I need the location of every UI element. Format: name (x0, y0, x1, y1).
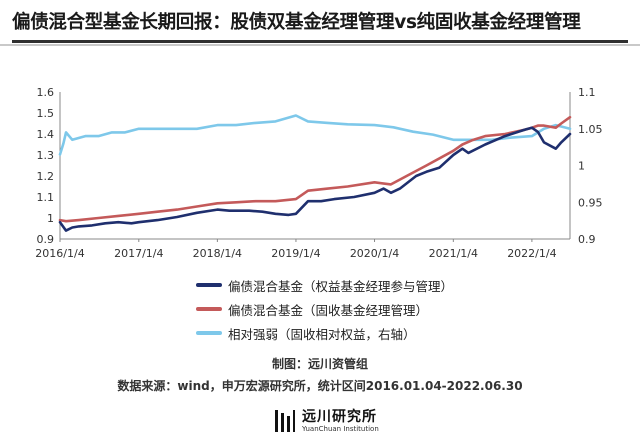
y-right-tick-label: 0.95 (578, 196, 603, 209)
logo-mark-icon (275, 410, 295, 432)
x-tick-label: 2016/1/4 (35, 247, 84, 260)
x-tick-label: 2022/1/4 (507, 247, 556, 260)
legend-swatch-relative-strength (196, 331, 222, 335)
legend-label: 偏债混合基金（固收基金经理管理） (228, 302, 429, 318)
legend-item-fixed-income-managed: 偏债混合基金（固收基金经理管理） (196, 300, 428, 318)
logo-name-en: YuanChuan Institution (302, 424, 379, 433)
legend-label: 偏债混合基金（权益基金经理参与管理） (228, 278, 454, 294)
legend-label: 相对强弱（固收相对权益，右轴） (228, 326, 416, 342)
y-right-tick-label: 0.9 (578, 233, 596, 246)
logo-name-cn: 远川研究所 (302, 408, 377, 425)
title-bar: 偏债混合型基金长期回报：股债双基金经理管理vs纯固收基金经理管理 (0, 0, 640, 46)
y-left-tick-label: 0.9 (37, 233, 55, 246)
x-tick-label: 2019/1/4 (271, 247, 320, 260)
institution-logo: 远川研究所 YuanChuan Institution (274, 406, 379, 436)
x-tick-label: 2017/1/4 (114, 247, 163, 260)
series-line-2 (58, 114, 572, 156)
chart-axes: 0.9 1 1.1 1.2 1.3 1.4 1.5 1.6 0.9 0.95 1 1.05 1.1 201… (35, 86, 602, 260)
legend-swatch-equity-managed (196, 283, 222, 287)
page-title: 偏债混合型基金长期回报：股债双基金经理管理vs纯固收基金经理管理 (12, 12, 581, 33)
y-left-tick-label: 1.1 (37, 191, 55, 204)
x-tick-label: 2018/1/4 (193, 247, 242, 260)
y-right-tick-label: 1 (578, 160, 585, 173)
x-tick-label: 2020/1/4 (350, 247, 399, 260)
y-left-tick-label: 1.5 (37, 107, 55, 120)
y-right-tick-label: 1.05 (578, 123, 603, 136)
y-left-tick-label: 1.4 (37, 128, 55, 141)
series-line-0 (58, 126, 572, 232)
legend-item-relative-strength: 相对强弱（固收相对权益，右轴） (196, 324, 416, 342)
y-left-tick-label: 1.3 (37, 149, 55, 162)
y-left-tick-label: 1.2 (37, 170, 55, 183)
y-left-tick-label: 1.6 (37, 86, 55, 99)
chart-series-layer (58, 114, 572, 232)
y-left-tick-label: 1 (47, 212, 54, 225)
series-line-1 (58, 115, 572, 223)
data-source-note: 数据来源：wind，申万宏源研究所，统计区间2016.01.04-2022.06… (117, 379, 523, 393)
y-right-tick-label: 1.1 (578, 86, 596, 99)
chart-producer-note: 制图：远川资管组 (271, 357, 368, 371)
legend-item-equity-managed: 偏债混合基金（权益基金经理参与管理） (196, 276, 453, 294)
x-tick-label: 2021/1/4 (429, 247, 478, 260)
title-underline (12, 40, 628, 43)
legend-swatch-fixed-income-managed (196, 307, 222, 311)
